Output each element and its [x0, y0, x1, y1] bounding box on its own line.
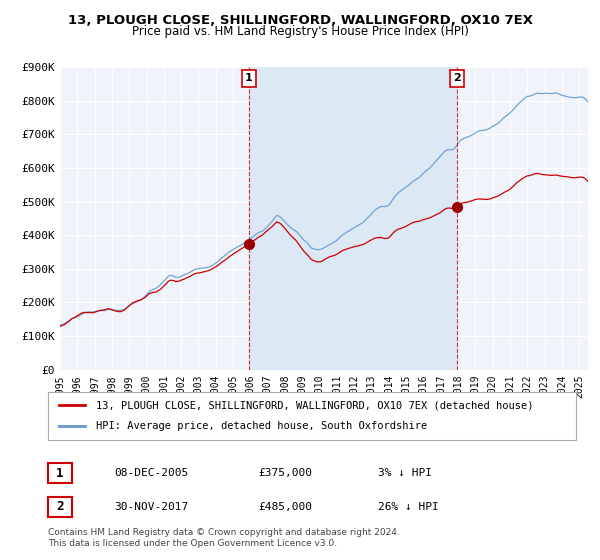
- Text: 2: 2: [453, 73, 461, 83]
- Text: 13, PLOUGH CLOSE, SHILLINGFORD, WALLINGFORD, OX10 7EX (detached house): 13, PLOUGH CLOSE, SHILLINGFORD, WALLINGF…: [95, 400, 533, 410]
- Text: £375,000: £375,000: [258, 468, 312, 478]
- Text: 2: 2: [56, 500, 64, 514]
- Text: £485,000: £485,000: [258, 502, 312, 512]
- Text: 13, PLOUGH CLOSE, SHILLINGFORD, WALLINGFORD, OX10 7EX: 13, PLOUGH CLOSE, SHILLINGFORD, WALLINGF…: [67, 14, 533, 27]
- Text: 1: 1: [56, 466, 64, 480]
- Text: 30-NOV-2017: 30-NOV-2017: [114, 502, 188, 512]
- Text: 26% ↓ HPI: 26% ↓ HPI: [378, 502, 439, 512]
- Text: 08-DEC-2005: 08-DEC-2005: [114, 468, 188, 478]
- Text: Price paid vs. HM Land Registry's House Price Index (HPI): Price paid vs. HM Land Registry's House …: [131, 25, 469, 38]
- Bar: [249, 67, 457, 370]
- Text: Contains HM Land Registry data © Crown copyright and database right 2024.
This d: Contains HM Land Registry data © Crown c…: [48, 528, 400, 548]
- Text: 1: 1: [245, 73, 253, 83]
- Text: HPI: Average price, detached house, South Oxfordshire: HPI: Average price, detached house, Sout…: [95, 421, 427, 431]
- Text: 3% ↓ HPI: 3% ↓ HPI: [378, 468, 432, 478]
